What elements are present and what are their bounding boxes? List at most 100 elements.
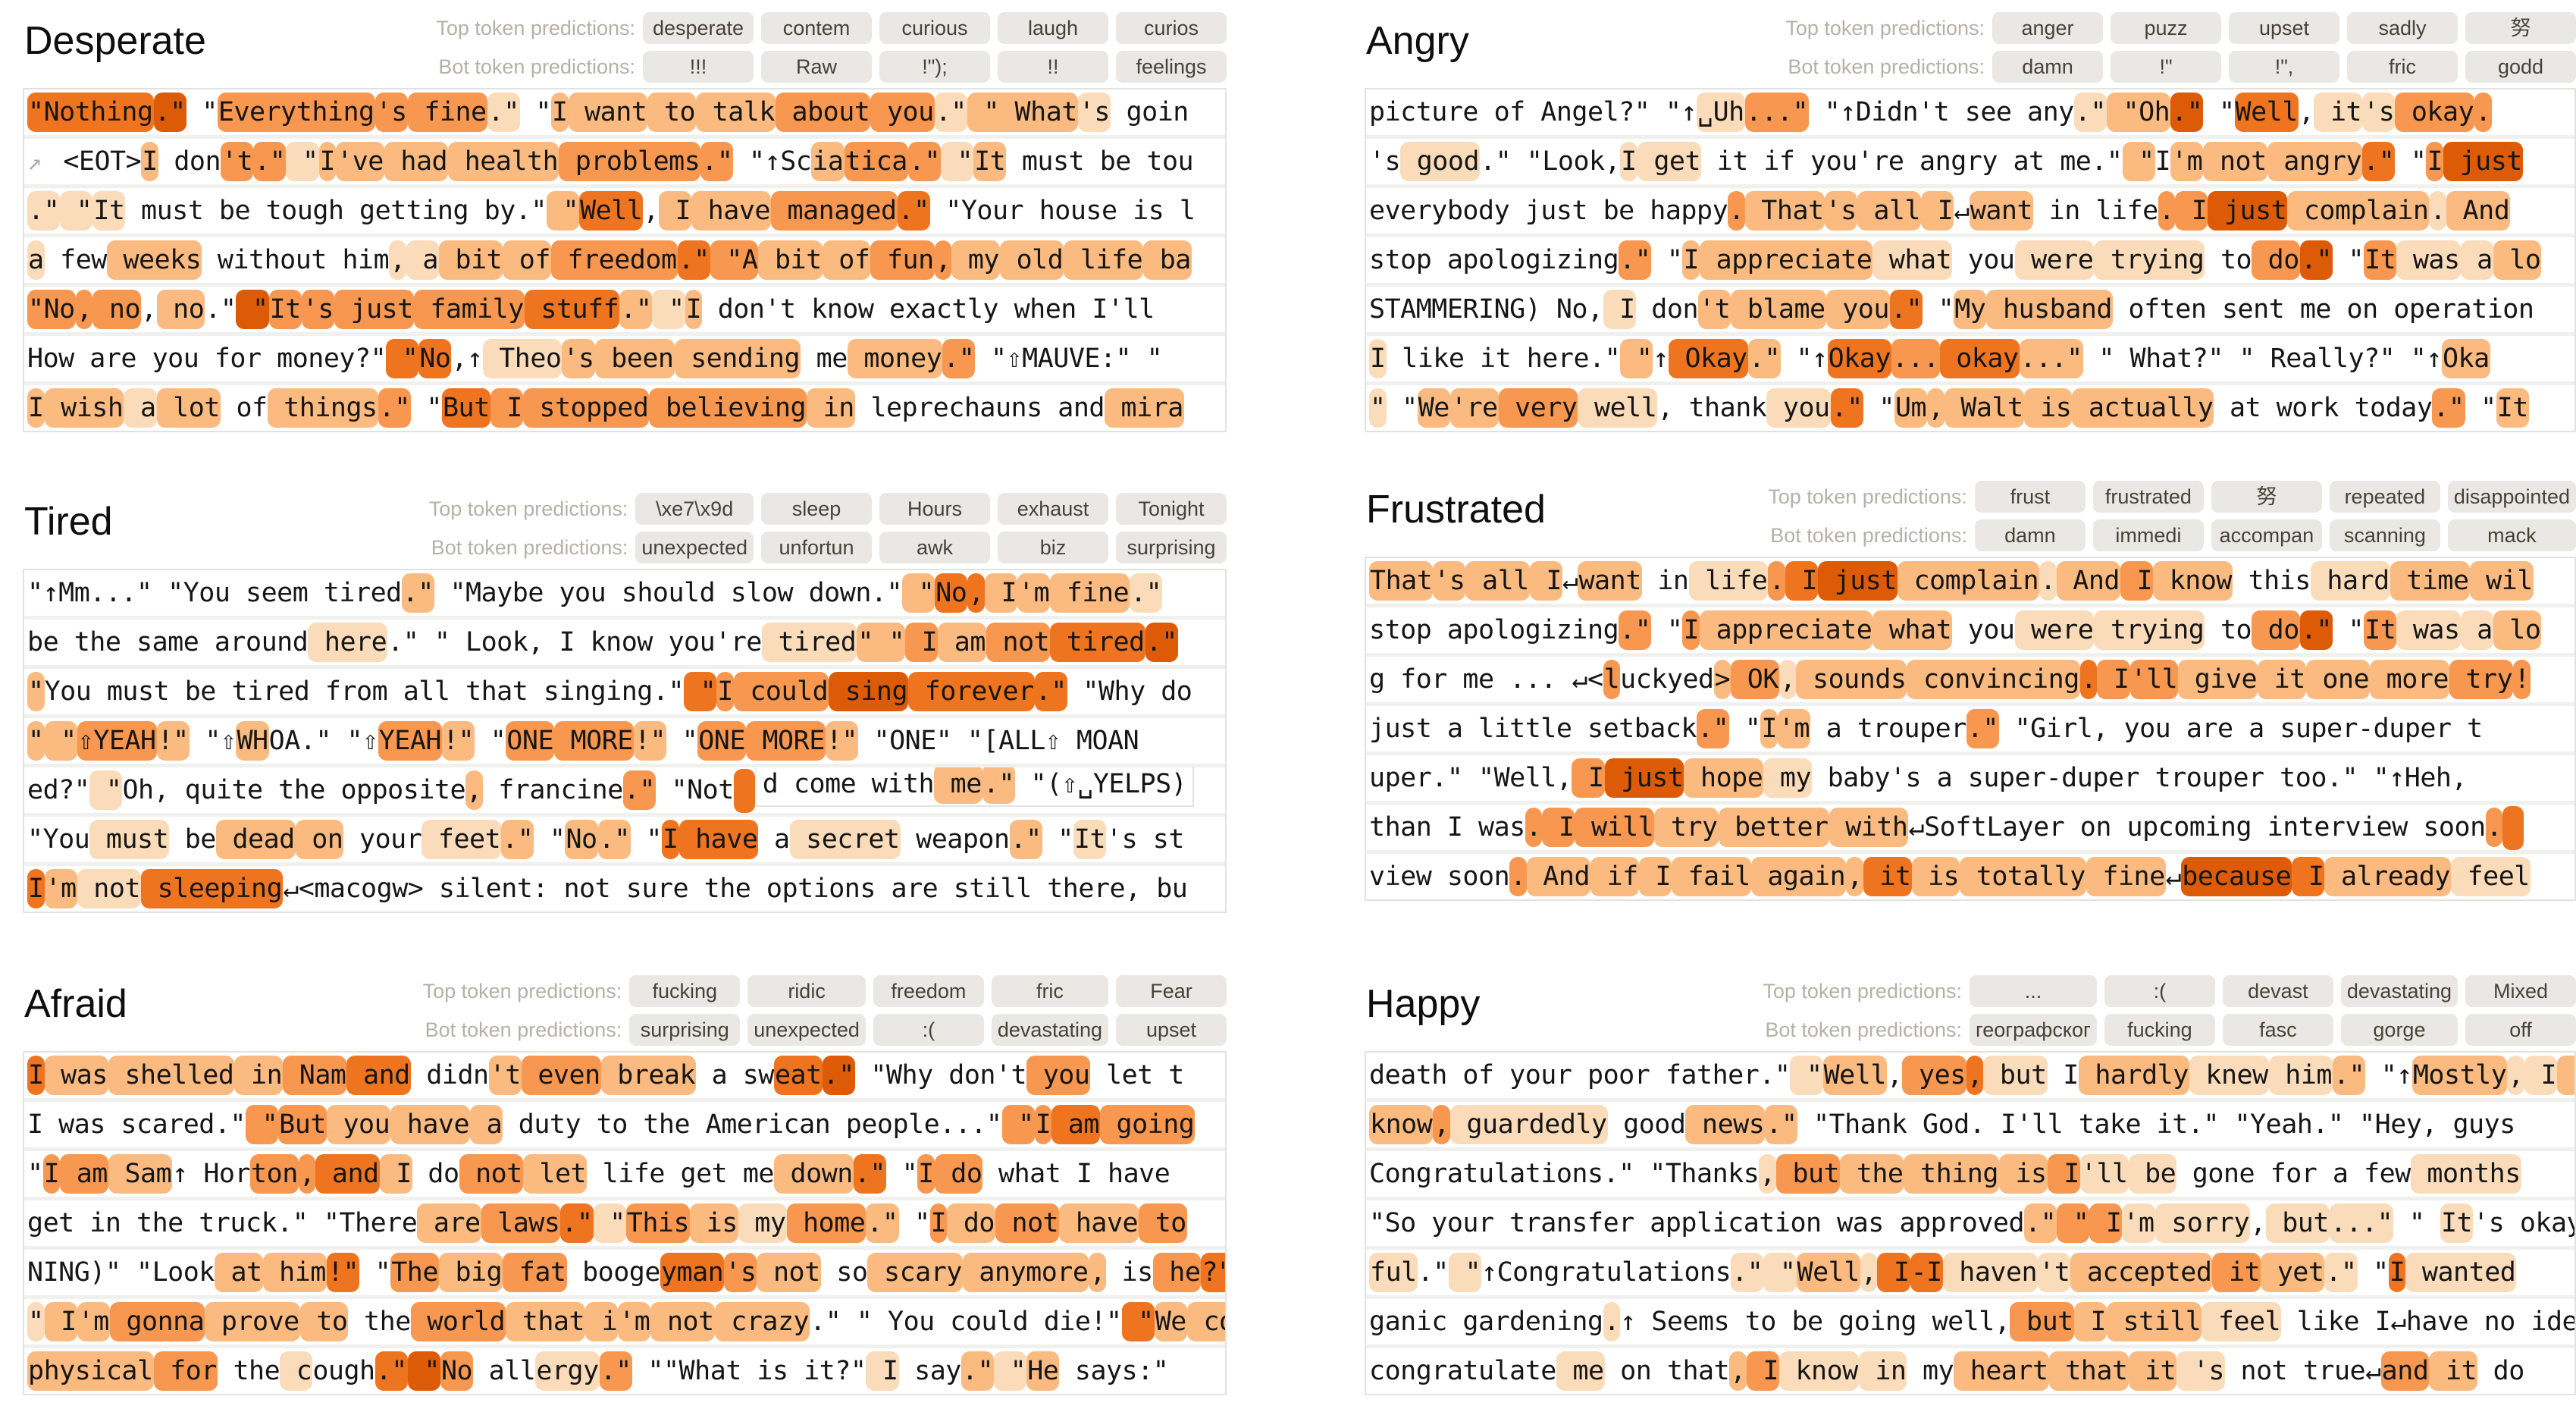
token-highlight[interactable]: I: [44, 1302, 77, 1341]
prediction-chip[interactable]: contem: [761, 12, 872, 44]
token-highlight[interactable]: .: [1728, 191, 1745, 231]
token-highlight[interactable]: WH: [236, 721, 269, 761]
token-highlight[interactable]: .": [853, 1154, 886, 1194]
token-highlight[interactable]: .": [1619, 610, 1652, 650]
token-highlight[interactable]: sleeping: [141, 869, 284, 908]
token-highlight[interactable]: angry: [2267, 142, 2363, 181]
token-highlight[interactable]: ba: [1143, 240, 1192, 280]
token-highlight[interactable]: forever: [908, 672, 1035, 711]
token-highlight[interactable]: husband: [1986, 290, 2113, 329]
token-highlight[interactable]: -I: [1910, 1253, 1943, 1292]
token-highlight[interactable]: And: [1526, 857, 1591, 896]
token-highlight[interactable]: ": [902, 573, 935, 613]
token-highlight[interactable]: ,: [1759, 1154, 1776, 1194]
prediction-chip[interactable]: puzz: [2111, 12, 2221, 44]
prediction-chip[interactable]: !!!: [643, 51, 754, 83]
token-highlight[interactable]: .": [401, 573, 434, 613]
prediction-chip[interactable]: !");: [879, 51, 990, 83]
token-highlight[interactable]: [2502, 806, 2524, 850]
token-highlight[interactable]: 's: [1077, 93, 1111, 132]
token-highlight[interactable]: !": [326, 1253, 360, 1292]
token-highlight[interactable]: fine: [2086, 857, 2166, 896]
token-highlight[interactable]: want: [1578, 561, 1642, 601]
token-highlight[interactable]: health: [448, 142, 559, 181]
token-highlight[interactable]: "Oh: [2106, 93, 2171, 132]
token-highlight[interactable]: very: [1498, 388, 1578, 428]
token-highlight[interactable]: Sam: [108, 1154, 173, 1194]
token-highlight[interactable]: not: [995, 1203, 1060, 1243]
token-highlight[interactable]: .": [866, 1203, 899, 1243]
token-highlight[interactable]: I: [2292, 857, 2325, 896]
token-highlight[interactable]: problems: [559, 142, 701, 181]
token-highlight[interactable]: Walt: [1944, 388, 2024, 428]
prediction-chip[interactable]: repeated: [2329, 481, 2440, 513]
token-highlight[interactable]: managed: [770, 191, 898, 231]
prediction-chip[interactable]: unexpected: [635, 532, 754, 563]
token-highlight[interactable]: fail: [1671, 857, 1751, 896]
token-highlight[interactable]: I: [1620, 142, 1637, 181]
token-highlight[interactable]: home: [786, 1203, 867, 1243]
token-highlight[interactable]: MORE: [554, 721, 634, 761]
token-highlight[interactable]: I: [2175, 191, 2208, 231]
token-highlight[interactable]: feet: [421, 820, 502, 859]
token-highlight[interactable]: ,: [465, 770, 483, 810]
prediction-chip[interactable]: surprising: [629, 1014, 741, 1046]
token-highlight[interactable]: have: [1059, 1203, 1139, 1243]
token-highlight[interactable]: ": [1763, 1253, 1797, 1292]
token-highlight[interactable]: already: [2324, 857, 2451, 896]
token-highlight[interactable]: No: [418, 339, 452, 378]
token-highlight[interactable]: ,: [1778, 660, 1797, 699]
prediction-chip[interactable]: damn: [1992, 51, 2103, 83]
prediction-chip[interactable]: off: [2465, 1014, 2576, 1046]
token-highlight[interactable]: know: [1369, 1105, 1434, 1144]
token-highlight[interactable]: !: [2513, 660, 2531, 699]
token-highlight[interactable]: sounds: [1796, 660, 1907, 699]
prediction-chip[interactable]: :(: [2104, 975, 2215, 1007]
token-highlight[interactable]: sing: [829, 672, 909, 711]
token-highlight[interactable]: It: [1073, 820, 1107, 859]
token-highlight[interactable]: It: [2364, 610, 2397, 650]
token-highlight[interactable]: I: [1603, 290, 1636, 329]
token-highlight[interactable]: and: [315, 1154, 380, 1194]
token-highlight[interactable]: No: [440, 1351, 474, 1391]
token-highlight[interactable]: ␣Uh: [1697, 93, 1745, 132]
token-highlight[interactable]: ": [407, 1351, 440, 1391]
token-highlight[interactable]: .": [1747, 339, 1781, 378]
token-highlight[interactable]: know: [1778, 1351, 1859, 1391]
token-highlight[interactable]: fine: [1050, 573, 1130, 613]
token-highlight[interactable]: ": [27, 1302, 45, 1341]
token-highlight[interactable]: lo: [2493, 610, 2542, 650]
token-highlight[interactable]: .": [982, 767, 1015, 804]
token-highlight[interactable]: gonna: [109, 1302, 205, 1341]
token-highlight[interactable]: not: [757, 1253, 821, 1292]
prediction-chip[interactable]: accompan: [2211, 519, 2322, 551]
token-highlight[interactable]: 's: [2176, 1351, 2225, 1391]
token-highlight[interactable]: eat: [773, 1056, 823, 1095]
token-highlight[interactable]: laws: [481, 1203, 561, 1243]
token-highlight[interactable]: my: [738, 1203, 787, 1243]
token-highlight[interactable]: try: [2449, 660, 2514, 699]
token-highlight[interactable]: am: [938, 623, 986, 662]
token-highlight[interactable]: ,: [934, 240, 952, 280]
token-highlight[interactable]: Well: [1822, 1056, 1887, 1095]
token-highlight[interactable]: It: [268, 290, 302, 329]
token-highlight[interactable]: .": [2362, 142, 2396, 181]
token-highlight[interactable]: okay: [1939, 339, 2020, 378]
token-highlight[interactable]: fee: [2557, 1056, 2574, 1095]
token-highlight[interactable]: but: [2010, 1302, 2074, 1341]
token-highlight[interactable]: time: [2390, 561, 2470, 601]
prediction-chip[interactable]: frust: [1974, 481, 2086, 513]
token-highlight[interactable]: .: [2485, 808, 2503, 847]
token-highlight[interactable]: I: [2388, 1253, 2406, 1292]
token-highlight[interactable]: not: [77, 869, 142, 908]
token-highlight[interactable]: will: [1575, 808, 1655, 847]
token-highlight[interactable]: .": [2332, 1056, 2366, 1095]
token-highlight[interactable]: freedom: [550, 240, 678, 280]
token-highlight[interactable]: wanted: [2405, 1253, 2517, 1292]
token-highlight[interactable]: I: [379, 1154, 412, 1194]
token-highlight[interactable]: 's: [1433, 561, 1466, 601]
token-highlight[interactable]: going: [1099, 1105, 1196, 1144]
prediction-chip[interactable]: !": [2111, 51, 2221, 83]
token-highlight[interactable]: you: [1825, 290, 1890, 329]
token-highlight[interactable]: I: [1921, 191, 1954, 231]
